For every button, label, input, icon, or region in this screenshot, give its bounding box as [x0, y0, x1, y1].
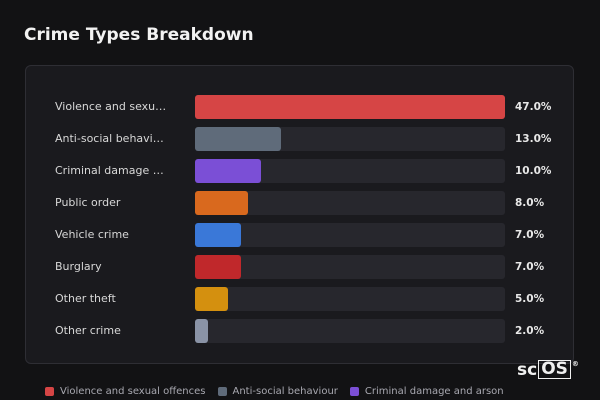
- bar: [195, 319, 209, 343]
- watermark: sc OS ®: [517, 360, 579, 380]
- bar-track: [195, 255, 505, 279]
- category-label: Other theft: [55, 292, 116, 305]
- bar: [195, 191, 248, 215]
- bar-track: [195, 287, 505, 311]
- legend-item: Anti-social behaviour: [217, 386, 338, 397]
- value-label: 47.0%: [515, 101, 552, 113]
- value-label: 5.0%: [515, 293, 545, 305]
- bar-track: [195, 319, 505, 343]
- value-label: 7.0%: [515, 229, 545, 241]
- bar: [195, 223, 242, 247]
- category-label: Anti-social behaviour: [55, 132, 170, 145]
- category-label: Public order: [55, 196, 121, 209]
- watermark-mark: ®: [571, 360, 579, 368]
- legend: Violence and sexual offences Anti-social …: [45, 386, 515, 400]
- category-label: Criminal damage and arson: [55, 164, 170, 177]
- value-label: 10.0%: [515, 165, 552, 177]
- bar: [195, 127, 281, 151]
- bar: [195, 159, 261, 183]
- value-label: 13.0%: [515, 133, 552, 145]
- legend-item: Criminal damage and arson: [349, 386, 504, 397]
- category-label: Other crime: [55, 324, 121, 337]
- value-label: 2.0%: [515, 325, 545, 337]
- value-label: 8.0%: [515, 197, 545, 209]
- value-label: 7.0%: [515, 261, 545, 273]
- category-label: Violence and sexual offences: [55, 100, 170, 113]
- legend-swatch: [217, 387, 227, 396]
- category-label: Vehicle crime: [55, 228, 129, 241]
- legend-label: Anti-social behaviour: [232, 386, 338, 397]
- category-label: Burglary: [55, 260, 102, 273]
- watermark-prefix: sc: [517, 360, 538, 380]
- legend-label: Violence and sexual offences: [60, 386, 206, 397]
- chart-title: Crime Types Breakdown: [24, 25, 254, 45]
- legend-label: Criminal damage and arson: [364, 386, 504, 397]
- bar-track: [195, 223, 505, 247]
- bar: [195, 287, 228, 311]
- bar: [195, 255, 242, 279]
- bar: [195, 95, 505, 119]
- watermark-boxed: OS: [538, 360, 571, 379]
- legend-swatch: [349, 387, 359, 396]
- legend-item: Violence and sexual offences: [45, 386, 206, 397]
- legend-swatch: [45, 387, 54, 396]
